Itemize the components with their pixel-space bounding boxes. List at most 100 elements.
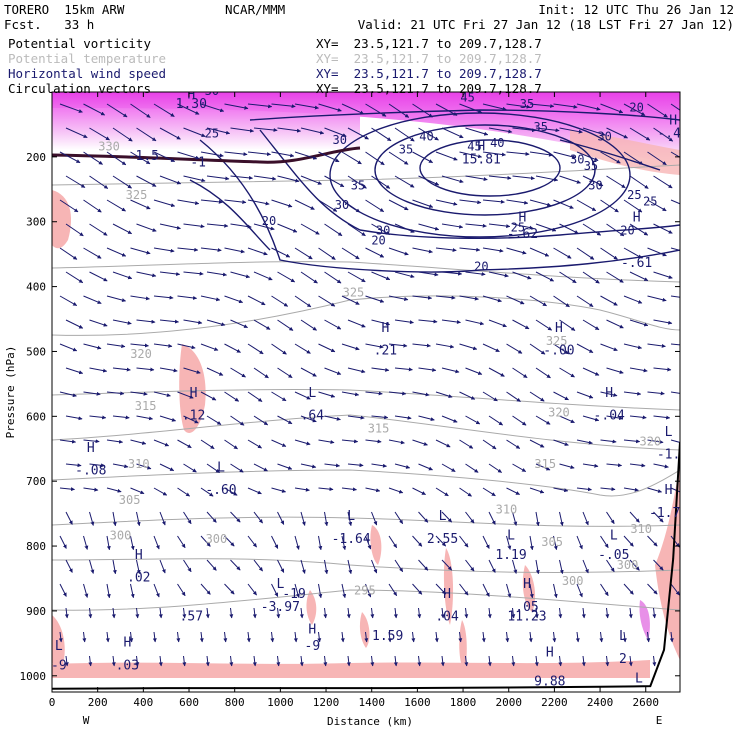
circulation-vector bbox=[83, 487, 99, 492]
circulation-vector bbox=[459, 487, 472, 497]
circulation-vector bbox=[135, 655, 140, 667]
theta-label: 305 bbox=[119, 493, 141, 507]
theta-label: 300 bbox=[206, 532, 228, 546]
circulation-vector bbox=[582, 367, 600, 376]
circulation-vector bbox=[529, 151, 553, 157]
wind-speed-label: 45 bbox=[460, 91, 474, 105]
extremum-label: 1.59 bbox=[372, 629, 403, 644]
circulation-vector bbox=[647, 247, 667, 257]
circulation-vector bbox=[106, 103, 128, 118]
extremum-label: L bbox=[439, 509, 447, 524]
circulation-vector bbox=[628, 655, 633, 667]
circulation-vector bbox=[341, 439, 359, 444]
circulation-vector bbox=[230, 319, 248, 329]
circulation-vector bbox=[277, 223, 298, 233]
extremum-label: 2 bbox=[619, 652, 627, 667]
circulation-vector bbox=[300, 271, 318, 284]
circulation-vector bbox=[653, 415, 671, 420]
extremum-label: L bbox=[610, 529, 618, 544]
circulation-vector bbox=[153, 151, 176, 163]
circulation-vector bbox=[653, 319, 673, 325]
circulation-vector bbox=[271, 391, 287, 402]
x-tick-label: 2600 bbox=[632, 696, 659, 709]
circulation-vector bbox=[247, 487, 262, 495]
circulation-vector bbox=[412, 535, 423, 547]
circulation-vector bbox=[559, 463, 575, 469]
circulation-vector bbox=[623, 151, 644, 165]
extremum-label: .05 bbox=[515, 600, 538, 615]
extremum-label: -.62 bbox=[507, 227, 538, 242]
circulation-vector bbox=[435, 199, 458, 206]
circulation-vector bbox=[247, 439, 262, 449]
circulation-vector bbox=[388, 295, 409, 301]
circulation-vector bbox=[529, 295, 547, 307]
circulation-vector bbox=[459, 343, 478, 351]
circulation-vector bbox=[653, 271, 673, 279]
extremum-label: .12 bbox=[182, 409, 205, 424]
y-tick-label: 800 bbox=[26, 540, 46, 553]
circulation-vector bbox=[182, 607, 187, 619]
circulation-vector bbox=[230, 559, 241, 571]
wind-speed-label: 35 bbox=[584, 159, 598, 173]
circulation-vector bbox=[418, 511, 429, 523]
legend-vectors-name: Circulation vectors bbox=[8, 81, 151, 96]
extremum-label: H bbox=[190, 386, 198, 401]
circulation-vector bbox=[559, 367, 575, 378]
circulation-vector bbox=[506, 487, 520, 495]
circulation-vector bbox=[388, 583, 398, 597]
legend-pv-xsec: XY= 23.5,121.7 to 209.7,128.7 bbox=[316, 36, 542, 51]
circulation-vector bbox=[159, 271, 181, 276]
circulation-vector bbox=[535, 463, 551, 471]
pv-patch bbox=[306, 590, 317, 625]
extremum-label: H bbox=[633, 211, 641, 226]
circulation-vector bbox=[152, 631, 157, 643]
circulation-vector bbox=[652, 607, 657, 619]
circulation-vector bbox=[623, 295, 643, 304]
circulation-vector bbox=[230, 127, 254, 133]
circulation-vector bbox=[482, 151, 506, 157]
circulation-vector bbox=[340, 631, 345, 643]
circulation-vector bbox=[482, 199, 505, 204]
circulation-vector bbox=[552, 631, 557, 643]
circulation-vector bbox=[465, 271, 486, 277]
circulation-vector bbox=[112, 223, 132, 235]
circulation-vector bbox=[582, 415, 600, 422]
circulation-vector bbox=[59, 439, 77, 444]
circulation-vector bbox=[506, 583, 512, 598]
circulation-vector bbox=[183, 415, 199, 424]
circulation-vector bbox=[459, 439, 474, 449]
y-axis-label: Pressure (hPa) bbox=[4, 346, 17, 439]
circulation-vector bbox=[271, 343, 287, 355]
circulation-vector bbox=[600, 151, 621, 164]
circulation-vector bbox=[247, 247, 268, 256]
circulation-vector bbox=[206, 463, 220, 473]
theta-label: 315 bbox=[368, 422, 390, 436]
circulation-vector bbox=[629, 463, 646, 468]
circulation-vector bbox=[341, 151, 362, 165]
circulation-vector bbox=[535, 559, 540, 575]
circulation-vector bbox=[318, 199, 338, 212]
circulation-vector bbox=[83, 151, 103, 165]
circulation-vector bbox=[459, 103, 483, 114]
circulation-vector bbox=[158, 655, 163, 667]
circulation-vector bbox=[112, 511, 117, 527]
circulation-vector bbox=[153, 391, 171, 398]
theta-label: 300 bbox=[110, 529, 132, 543]
circulation-vector bbox=[300, 463, 317, 469]
circulation-vector bbox=[58, 631, 63, 643]
circulation-vector bbox=[506, 151, 530, 156]
theta-label: 325 bbox=[343, 285, 365, 299]
circulation-vector bbox=[253, 511, 263, 524]
wind-speed-label: 35 bbox=[533, 120, 547, 134]
circulation-vector bbox=[600, 439, 617, 444]
circulation-vector bbox=[318, 295, 336, 307]
circulation-vector bbox=[488, 463, 502, 473]
circulation-vector bbox=[271, 151, 295, 158]
circulation-vector bbox=[299, 607, 304, 619]
circulation-vector bbox=[153, 535, 160, 550]
circulation-vector bbox=[271, 535, 279, 549]
circulation-vector bbox=[206, 175, 230, 181]
circulation-vector bbox=[435, 343, 455, 349]
x-tick-label: 1600 bbox=[404, 696, 431, 709]
circulation-vector bbox=[559, 175, 581, 184]
